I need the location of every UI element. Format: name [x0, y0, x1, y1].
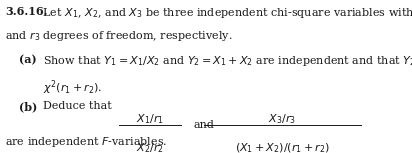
Text: 3.6.16.: 3.6.16.: [5, 6, 47, 17]
Text: $(X_1 + X_2)/(r_1 + r_2)$: $(X_1 + X_2)/(r_1 + r_2)$: [235, 142, 330, 153]
Text: $X_2/r_2$: $X_2/r_2$: [136, 142, 164, 153]
Text: Deduce that: Deduce that: [43, 101, 112, 111]
Text: and: and: [194, 120, 214, 130]
Text: are independent $F$-variables.: are independent $F$-variables.: [5, 135, 167, 149]
Text: $X_3/r_3$: $X_3/r_3$: [268, 112, 296, 126]
Text: (a): (a): [19, 54, 36, 65]
Text: Let $X_1$, $X_2$, and $X_3$ be three independent chi-square variables with $r_1$: Let $X_1$, $X_2$, and $X_3$ be three ind…: [39, 6, 412, 20]
Text: and $r_3$ degrees of freedom, respectively.: and $r_3$ degrees of freedom, respective…: [5, 29, 232, 43]
Text: $\chi^2(r_1 + r_2)$.: $\chi^2(r_1 + r_2)$.: [43, 78, 103, 97]
Text: Show that $Y_1 = X_1/X_2$ and $Y_2 = X_1 + X_2$ are independent and that $Y_2$ i: Show that $Y_1 = X_1/X_2$ and $Y_2 = X_1…: [43, 54, 412, 68]
Text: (b): (b): [19, 101, 37, 112]
Text: $X_1/r_1$: $X_1/r_1$: [136, 112, 164, 126]
